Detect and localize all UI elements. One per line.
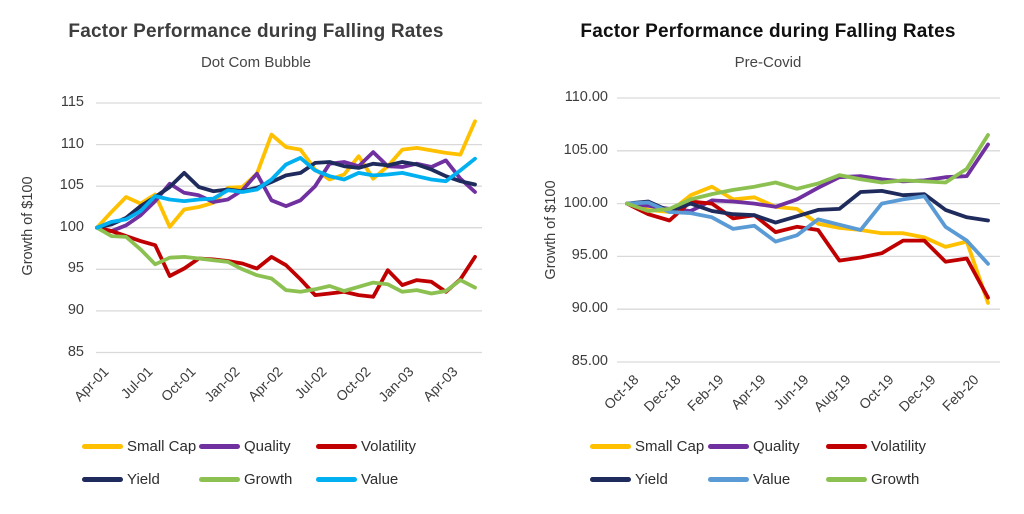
- y-tick-label-110.00: 110.00: [564, 89, 608, 105]
- legend-item-value: Value: [708, 470, 790, 488]
- legend-swatch-small-cap: [590, 443, 631, 449]
- legend-item-yield: Yield: [590, 470, 668, 488]
- legend-label-yield: Yield: [635, 470, 668, 488]
- y-tick-label-85: 85: [67, 343, 84, 360]
- series-line-yield: [625, 188, 990, 225]
- y-tick-label-100.00: 100.00: [563, 194, 608, 211]
- chart-subtitle-dotcom: Dot Com Bubble: [200, 54, 312, 71]
- series-line-small-cap: [625, 184, 990, 305]
- legend-item-quality: Quality: [708, 437, 800, 455]
- legend-swatch-volatility: [826, 443, 867, 449]
- series-line-value: [625, 194, 990, 266]
- legend-swatch-quality: [199, 443, 240, 449]
- series-line-yield: [95, 160, 477, 230]
- y-tick-label-105: 105: [59, 177, 84, 194]
- chart-panel-dotcom: Factor Performance during Falling Rates …: [20, 21, 482, 488]
- legend-item-small-cap: Small Cap: [590, 437, 704, 455]
- legend-swatch-value: [708, 476, 749, 482]
- legend-item-yield: Yield: [82, 470, 160, 488]
- y-tick-label-95.00: 95.00: [571, 247, 608, 264]
- legend-item-volatility: Volatility: [316, 437, 416, 455]
- y-tick-label-90.00: 90.00: [571, 300, 608, 317]
- series-line-growth: [625, 133, 990, 213]
- legend-item-small-cap: Small Cap: [82, 437, 196, 455]
- series-line-value: [95, 155, 477, 230]
- y-tick-label-110: 110: [60, 135, 84, 152]
- series-line-growth: [95, 225, 477, 296]
- chart-title-precovid: Factor Performance during Falling Rates: [580, 21, 956, 42]
- legend-item-value: Value: [316, 470, 398, 488]
- legend-swatch-volatility: [316, 443, 357, 449]
- legend-swatch-small-cap: [82, 443, 123, 449]
- legend-item-quality: Quality: [199, 437, 291, 455]
- legend-swatch-quality: [708, 443, 749, 449]
- legend-swatch-growth: [199, 476, 240, 482]
- legend-swatch-yield: [82, 476, 123, 482]
- plot-area-dotcom: [95, 102, 482, 354]
- chart-panel-precovid: Factor Performance during Falling Rates …: [512, 0, 1024, 514]
- legend-label-growth: Growth: [244, 470, 293, 488]
- y-tick-label-85.00: 85.00: [571, 353, 608, 369]
- chart-title-dotcom: Factor Performance during Falling Rates: [68, 21, 444, 42]
- series-line-small-cap: [95, 119, 477, 230]
- y-tick-label-115: 115: [60, 93, 84, 110]
- legend-label-yield: Yield: [127, 470, 160, 488]
- legend-label-small-cap: Small Cap: [127, 437, 197, 455]
- plot-area-precovid: [617, 97, 1000, 363]
- legend-label-value: Value: [361, 470, 399, 488]
- chart-subtitle-precovid: Pre-Covid: [734, 54, 802, 71]
- legend-label-small-cap: Small Cap: [635, 437, 705, 455]
- legend-swatch-yield: [590, 476, 631, 482]
- legend-swatch-value: [316, 476, 357, 482]
- y-tick-label-95: 95: [67, 260, 84, 277]
- legend-item-growth: Growth: [199, 470, 292, 488]
- y-tick-label-100: 100: [59, 218, 84, 235]
- legend-label-quality: Quality: [244, 437, 291, 455]
- legend-swatch-growth: [826, 476, 867, 482]
- legend-item-growth: Growth: [826, 470, 919, 488]
- legend-label-volatility: Volatility: [871, 437, 927, 455]
- y-tick-label-105.00: 105.00: [563, 141, 608, 158]
- legend-label-quality: Quality: [753, 437, 800, 455]
- legend-item-volatility: Volatility: [826, 437, 926, 455]
- y-tick-label-90: 90: [67, 301, 84, 318]
- legend-label-volatility: Volatility: [361, 437, 417, 455]
- legend-label-value: Value: [753, 470, 791, 488]
- legend-label-growth: Growth: [871, 470, 920, 488]
- series-line-volatility: [95, 225, 477, 299]
